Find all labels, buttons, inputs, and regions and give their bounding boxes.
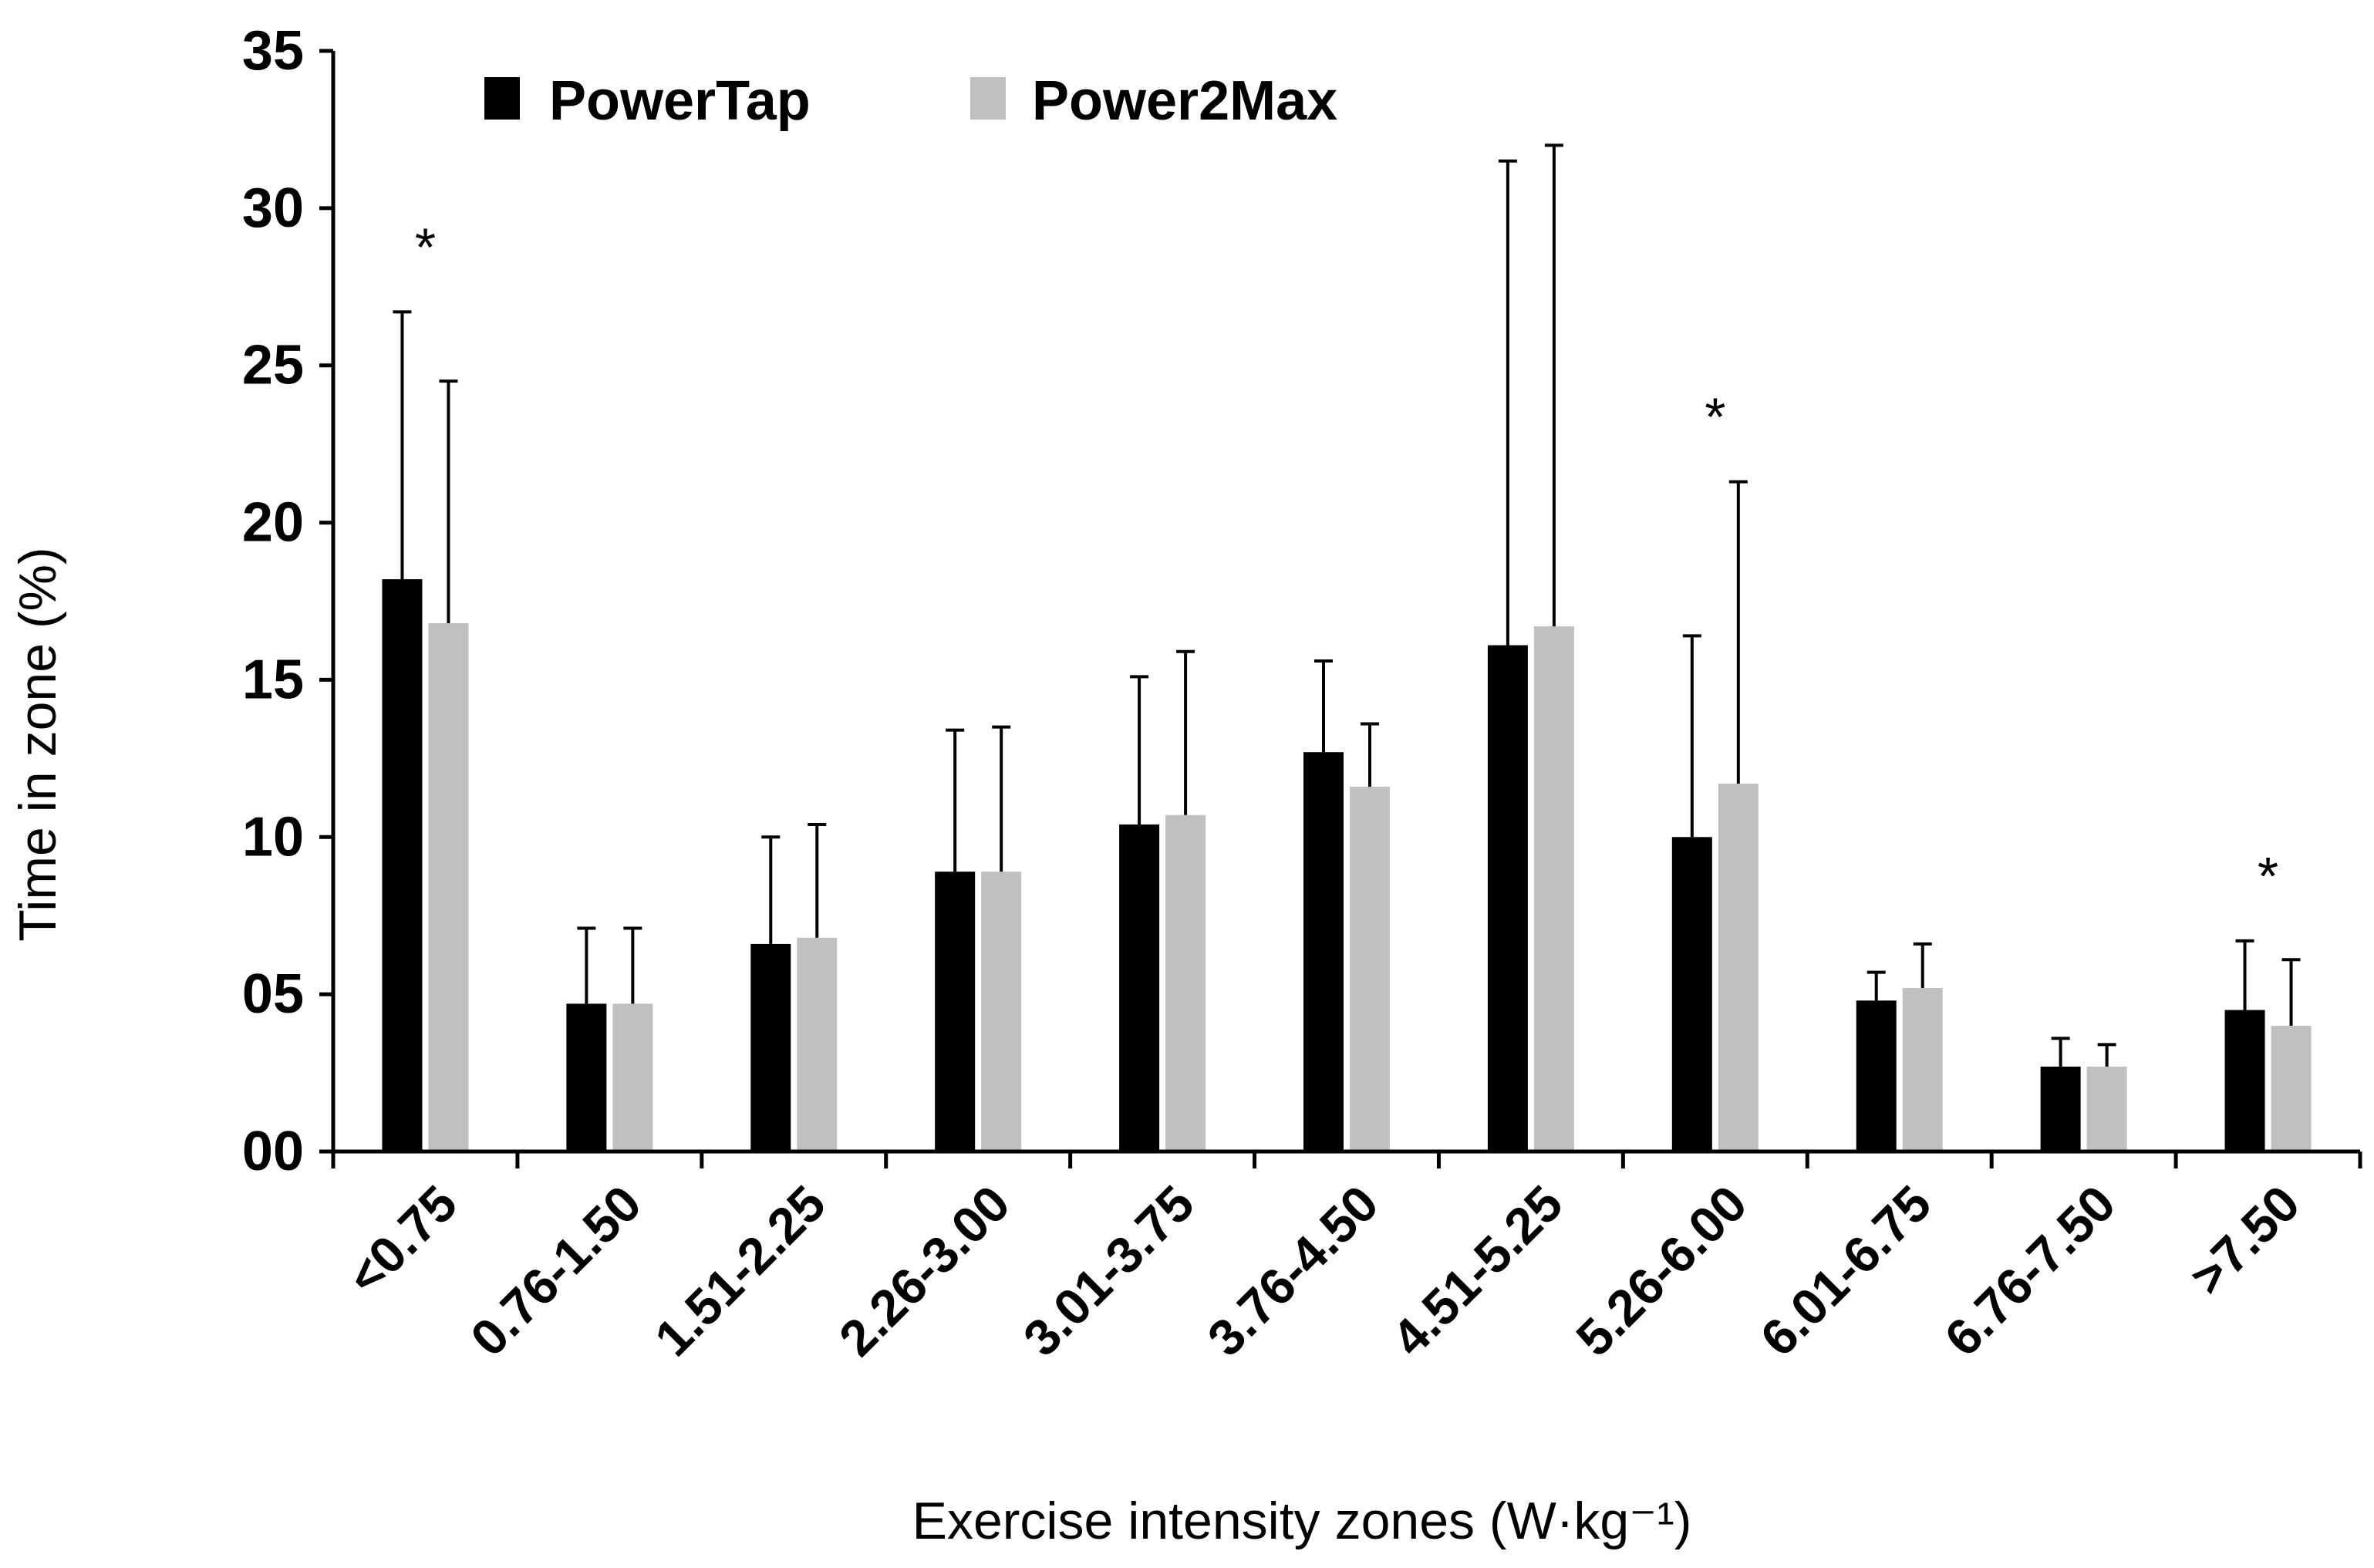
bar-power2max bbox=[1533, 626, 1574, 1152]
y-tick-label: 00 bbox=[242, 1121, 304, 1182]
x-tick-label: 3.76-4.50 bbox=[1196, 1175, 1389, 1367]
bar-power2max bbox=[1718, 783, 1759, 1152]
legend-label-power2max: Power2Max bbox=[1032, 70, 1337, 132]
x-tick-label: 0.76-1.50 bbox=[460, 1175, 653, 1367]
y-tick-label: 05 bbox=[242, 963, 304, 1025]
x-tick-label: <0.75 bbox=[336, 1175, 467, 1306]
bar-power2max bbox=[1165, 814, 1206, 1152]
bar-powertap bbox=[1487, 645, 1528, 1152]
error-bars-layer bbox=[393, 143, 2301, 1067]
x-tick-label: 6.01-6.75 bbox=[1749, 1175, 1942, 1367]
bar-powertap bbox=[2040, 1066, 2081, 1152]
bar-powertap bbox=[2224, 1010, 2265, 1152]
legend: PowerTap Power2Max bbox=[484, 70, 1337, 132]
significance-marker: * bbox=[415, 217, 436, 277]
legend-swatch-powertap bbox=[484, 77, 520, 120]
y-axis-title: Time in zone (%) bbox=[8, 547, 67, 941]
bar-powertap bbox=[1856, 1000, 1897, 1152]
annotations-layer: * * * bbox=[415, 217, 2278, 905]
bar-powertap bbox=[382, 578, 423, 1152]
bar-power2max bbox=[2271, 1025, 2312, 1152]
y-tick-label: 20 bbox=[242, 492, 304, 554]
x-tick-label: 5.26-6.00 bbox=[1565, 1175, 1758, 1367]
bar-powertap bbox=[1671, 837, 1712, 1152]
legend-label-powertap: PowerTap bbox=[549, 70, 811, 132]
legend-swatch-power2max bbox=[970, 77, 1006, 120]
bar-power2max bbox=[428, 623, 469, 1152]
bar-power2max bbox=[1350, 787, 1390, 1152]
x-tick-label: 4.51-5.25 bbox=[1381, 1175, 1573, 1367]
y-tick-label: 30 bbox=[242, 177, 304, 239]
significance-marker: * bbox=[1705, 387, 1725, 447]
x-tick-label: 2.26-3.00 bbox=[828, 1175, 1021, 1367]
bar-powertap bbox=[750, 943, 791, 1152]
y-tick-label: 25 bbox=[242, 335, 304, 396]
bars-layer bbox=[382, 578, 2312, 1152]
bar-powertap bbox=[1119, 824, 1160, 1152]
x-axis-title: Exercise intensity zones (W·kg⁻¹) bbox=[912, 1492, 1692, 1550]
bar-power2max bbox=[612, 1003, 653, 1152]
significance-marker: * bbox=[2258, 846, 2278, 906]
x-tick-label: 1.51-2.25 bbox=[644, 1175, 837, 1367]
bar-powertap bbox=[935, 872, 976, 1152]
bar-powertap bbox=[1303, 752, 1344, 1152]
axes-layer bbox=[331, 51, 2360, 1154]
ticks-layer bbox=[319, 49, 2362, 1168]
bar-power2max bbox=[2086, 1066, 2127, 1152]
x-tick-label: 6.76-7.50 bbox=[1934, 1175, 2126, 1367]
bar-power2max bbox=[981, 872, 1022, 1152]
bar-power2max bbox=[797, 937, 838, 1152]
x-tick-label: 3.01-3.75 bbox=[1012, 1175, 1205, 1367]
x-tick-label: >7.50 bbox=[2179, 1175, 2310, 1306]
y-tick-label: 15 bbox=[242, 649, 304, 710]
tick-labels-layer: 00 05 10 15 20 25 30 35 <0.750.76-1.501.51-2.252… bbox=[242, 20, 2311, 1367]
y-tick-label: 35 bbox=[242, 20, 304, 82]
y-tick-label: 10 bbox=[242, 806, 304, 868]
bar-powertap bbox=[566, 1003, 607, 1152]
bar-power2max bbox=[1902, 987, 1943, 1152]
